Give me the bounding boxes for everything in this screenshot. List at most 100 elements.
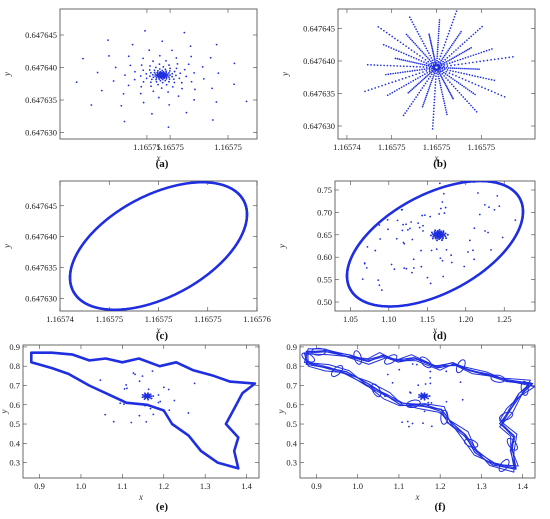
data-point (410, 221, 413, 223)
data-point (440, 64, 443, 67)
data-point (173, 70, 176, 73)
data-point (437, 34, 440, 37)
data-point (428, 87, 431, 89)
data-point (423, 77, 426, 80)
data-point (433, 57, 436, 59)
data-point (125, 384, 128, 386)
data-point (429, 75, 432, 78)
y-tick-label: 0.5 (9, 419, 20, 429)
data-point (472, 92, 475, 94)
data-point (448, 59, 451, 61)
data-point (438, 72, 441, 75)
data-point (168, 78, 171, 81)
data-point (426, 395, 429, 398)
data-point (451, 61, 454, 64)
data-point (154, 75, 157, 77)
y-tick-label: 0.50 (317, 297, 332, 307)
data-point (446, 35, 449, 38)
data-point (437, 41, 439, 44)
data-point (439, 70, 442, 73)
data-point (168, 80, 170, 83)
data-point (464, 79, 467, 81)
data-point (452, 57, 454, 59)
data-point (171, 85, 174, 88)
data-point (157, 401, 160, 404)
data-point (123, 403, 125, 406)
data-point (449, 46, 452, 48)
data-point (398, 58, 401, 61)
data-point (444, 206, 447, 209)
data-point (438, 182, 441, 185)
data-point (366, 245, 369, 248)
data-point (421, 87, 424, 89)
data-point (469, 55, 472, 57)
data-point (453, 41, 455, 43)
orbit-loop (419, 356, 432, 369)
data-point (435, 248, 438, 251)
data-point (417, 46, 419, 48)
panel-caption: (a) (156, 158, 169, 170)
data-point (169, 74, 171, 76)
data-point (470, 91, 473, 93)
data-point (444, 73, 447, 75)
x-tick-label: 1.10 (381, 314, 396, 324)
data-point (436, 50, 439, 53)
data-point (415, 363, 418, 366)
data-point (454, 70, 457, 73)
data-point (472, 33, 475, 36)
data-point (428, 70, 431, 73)
data-point (141, 396, 144, 399)
data-point (421, 214, 424, 217)
data-point (447, 67, 450, 69)
data-point (374, 87, 377, 89)
data-point (479, 60, 482, 63)
data-point (479, 27, 481, 30)
data-point (452, 78, 454, 80)
data-point (386, 373, 389, 376)
y-tick-label: 0.647645 (25, 201, 57, 211)
data-point (474, 31, 477, 34)
data-point (464, 67, 466, 70)
data-point (491, 48, 493, 50)
data-point (438, 77, 440, 80)
data-point (412, 61, 414, 64)
data-point (387, 228, 389, 231)
data-point (412, 267, 415, 269)
x-tick-label: 1.1 (394, 481, 405, 491)
data-point (441, 237, 444, 240)
data-point (152, 76, 155, 79)
data-point (430, 231, 433, 234)
data-point (448, 72, 451, 74)
data-point (446, 51, 448, 54)
data-point (147, 388, 150, 391)
data-point (454, 39, 457, 42)
data-point (132, 372, 135, 374)
data-point (159, 79, 162, 82)
data-point (379, 238, 382, 240)
data-point (148, 49, 151, 52)
data-point (367, 232, 370, 234)
x-tick-label: 1.16576 (243, 314, 271, 324)
data-point (439, 66, 441, 68)
data-point (461, 43, 464, 45)
x-axis-label: x (434, 153, 439, 163)
data-point (425, 47, 428, 50)
data-point (383, 64, 385, 67)
data-point (434, 81, 437, 83)
data-point (394, 80, 397, 82)
data-point (421, 63, 424, 66)
data-point (373, 64, 376, 66)
plot-frame-c (59, 180, 258, 312)
data-point (401, 229, 404, 232)
data-point (433, 92, 436, 95)
y-tick-label: 0.647640 (25, 63, 57, 73)
x-axis-label: x (432, 325, 437, 335)
data-point (466, 48, 469, 51)
data-point (451, 21, 454, 24)
data-point (215, 43, 218, 46)
data-point (445, 249, 448, 251)
data-point (402, 43, 405, 46)
data-point (426, 49, 429, 52)
data-point (407, 47, 410, 49)
data-point (409, 391, 411, 394)
